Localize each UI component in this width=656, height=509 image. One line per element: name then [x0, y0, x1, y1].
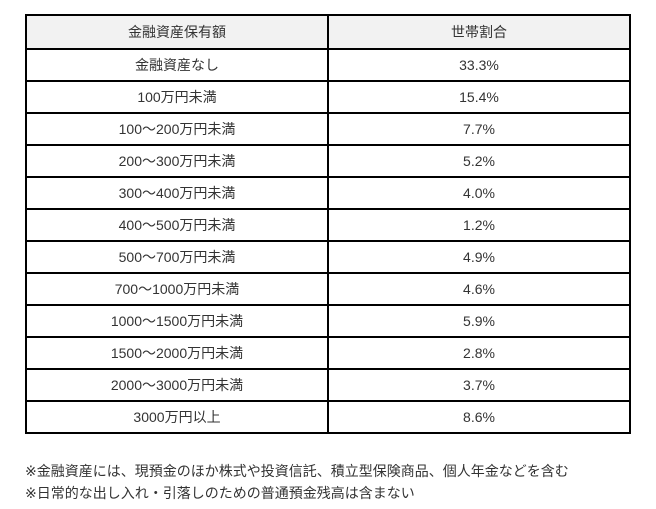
household-share-cell: 3.7%: [327, 368, 631, 402]
table-row: 3000万円以上 8.6%: [25, 400, 631, 434]
household-share-cell: 2.8%: [327, 336, 631, 370]
table-row: 500〜700万円未満 4.9%: [25, 240, 631, 274]
asset-range-cell: 300〜400万円未満: [25, 176, 329, 210]
header-asset-range: 金融資産保有額: [25, 14, 329, 50]
household-share-cell: 5.2%: [327, 144, 631, 178]
table-row: 1500〜2000万円未満 2.8%: [25, 336, 631, 370]
asset-range-cell: 700〜1000万円未満: [25, 272, 329, 306]
household-share-cell: 4.0%: [327, 176, 631, 210]
asset-range-cell: 100〜200万円未満: [25, 112, 329, 146]
header-household-share: 世帯割合: [327, 14, 631, 50]
asset-range-cell: 金融資産なし: [25, 48, 329, 82]
table-row: 700〜1000万円未満 4.6%: [25, 272, 631, 306]
household-share-cell: 5.9%: [327, 304, 631, 338]
table-row: 100万円未満 15.4%: [25, 80, 631, 114]
table-row: 200〜300万円未満 5.2%: [25, 144, 631, 178]
asset-range-cell: 100万円未満: [25, 80, 329, 114]
household-share-cell: 4.6%: [327, 272, 631, 306]
footnotes: ※金融資産には、現預金のほか株式や投資信託、積立型保険商品、個人年金などを含む …: [25, 460, 635, 504]
household-share-cell: 15.4%: [327, 80, 631, 114]
table-row: 300〜400万円未満 4.0%: [25, 176, 631, 210]
footnote-deposits-excluded: ※日常的な出し入れ・引落しのための普通預金残高は含まない: [25, 485, 415, 501]
asset-range-cell: 500〜700万円未満: [25, 240, 329, 274]
asset-range-cell: 400〜500万円未満: [25, 208, 329, 242]
table-header: 金融資産保有額 世帯割合: [25, 14, 631, 50]
household-share-cell: 4.9%: [327, 240, 631, 274]
household-share-cell: 7.7%: [327, 112, 631, 146]
household-share-cell: 8.6%: [327, 400, 631, 434]
table-row: 400〜500万円未満 1.2%: [25, 208, 631, 242]
table-row: 1000〜1500万円未満 5.9%: [25, 304, 631, 338]
table-body: 金融資産なし 33.3% 100万円未満 15.4% 100〜200万円未満 7.7% 20…: [25, 48, 631, 434]
asset-range-cell: 200〜300万円未満: [25, 144, 329, 178]
household-share-cell: 33.3%: [327, 48, 631, 82]
table-row: 金融資産なし 33.3%: [25, 48, 631, 82]
table-row: 2000〜3000万円未満 3.7%: [25, 368, 631, 402]
asset-range-cell: 1500〜2000万円未満: [25, 336, 329, 370]
table-header-row: 金融資産保有額 世帯割合: [25, 14, 631, 50]
asset-range-cell: 1000〜1500万円未満: [25, 304, 329, 338]
financial-asset-table: 金融資産保有額 世帯割合 金融資産なし 33.3% 100万円未満 15.4% 100〜…: [25, 14, 631, 434]
footnote-assets-included: ※金融資産には、現預金のほか株式や投資信託、積立型保険商品、個人年金などを含む: [25, 463, 569, 479]
household-share-cell: 1.2%: [327, 208, 631, 242]
asset-range-cell: 2000〜3000万円未満: [25, 368, 329, 402]
asset-range-cell: 3000万円以上: [25, 400, 329, 434]
table-row: 100〜200万円未満 7.7%: [25, 112, 631, 146]
